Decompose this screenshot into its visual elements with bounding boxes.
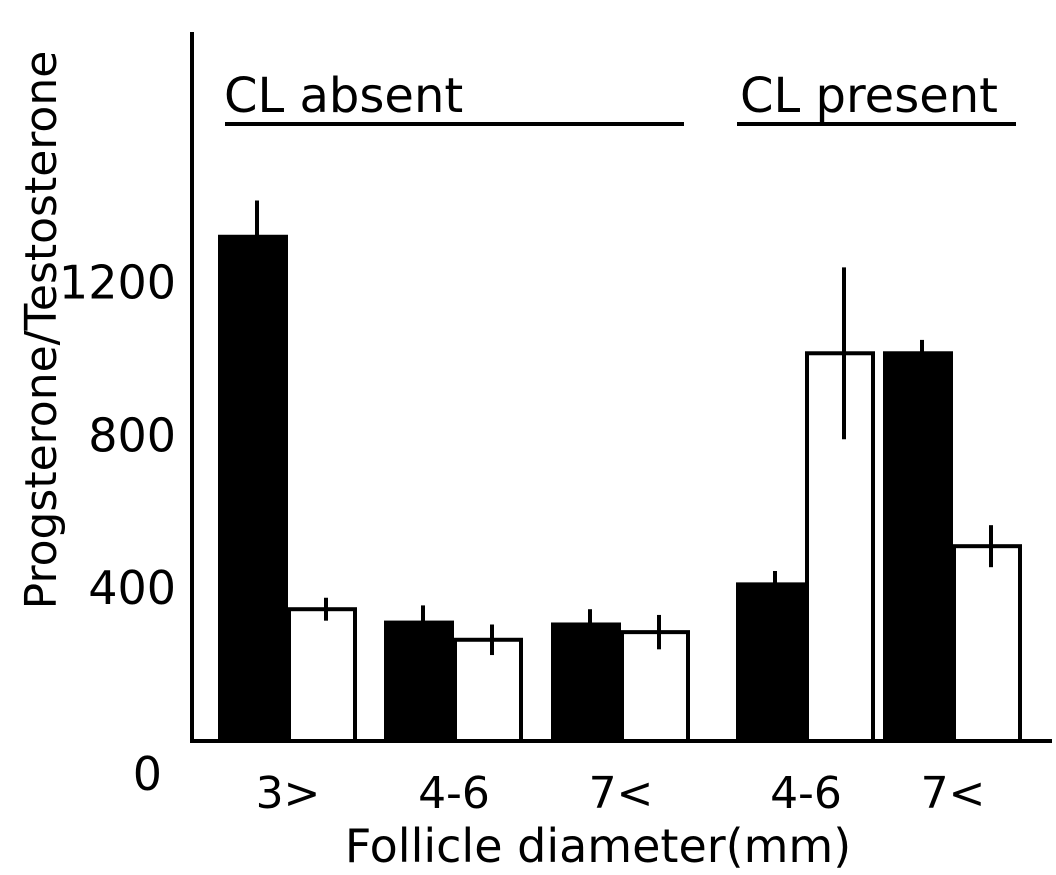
bar	[287, 607, 357, 744]
x-axis-label: Follicle diameter(mm)	[345, 819, 851, 873]
group-labels: CL absent CL present	[224, 68, 1016, 126]
y-axis-label: Progsterone/Testosterone	[16, 51, 67, 610]
bars	[218, 234, 1022, 744]
y-tick-label: 1200	[59, 256, 176, 310]
bar	[218, 234, 288, 743]
bar	[453, 637, 523, 744]
category-label: 4-6	[770, 768, 842, 819]
error-bars	[255, 200, 993, 656]
category-label: 4-6	[418, 768, 490, 819]
y-tick-labels: 0 400 800 1200	[59, 256, 176, 801]
category-labels: 3> 4-6 7< 4-6 7<	[256, 768, 986, 819]
bar	[551, 622, 621, 743]
bar	[620, 630, 690, 744]
group-label: CL absent	[224, 68, 463, 124]
category-label: 3>	[256, 768, 321, 819]
category-label: 7<	[589, 768, 654, 819]
bar	[883, 351, 953, 743]
bar	[736, 582, 806, 743]
y-tick-label: 0	[133, 747, 162, 801]
category-label: 7<	[921, 768, 986, 819]
y-tick-label: 800	[88, 408, 176, 462]
y-tick-label: 400	[88, 561, 176, 615]
group-label: CL present	[740, 68, 998, 124]
bar	[384, 620, 454, 744]
bar	[805, 351, 875, 743]
bar	[952, 544, 1022, 743]
